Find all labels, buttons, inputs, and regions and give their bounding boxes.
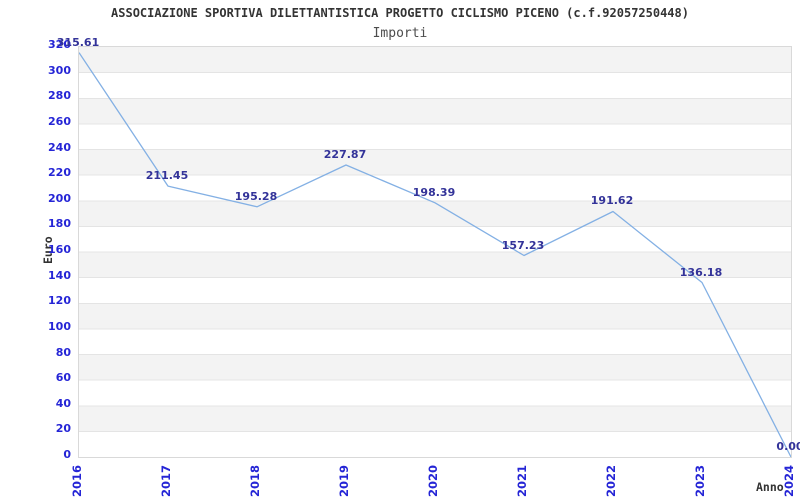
plot-band	[79, 405, 791, 432]
line-series	[79, 52, 791, 457]
line-chart-canvas	[79, 47, 791, 457]
y-axis-tick-label: 280	[48, 89, 71, 103]
y-axis-tick-label: 200	[48, 191, 71, 205]
chart-title: ASSOCIAZIONE SPORTIVA DILETTANTISTICA PR…	[111, 6, 689, 20]
y-axis-tick-label: 40	[55, 396, 71, 410]
x-axis-title: Anno	[756, 480, 784, 494]
x-axis-tick-label: 2017	[159, 464, 173, 497]
plot-band	[79, 200, 791, 227]
x-axis-tick-label: 2024	[782, 464, 796, 497]
data-point-label: 157.23	[501, 238, 545, 252]
data-point-label: 195.28	[234, 189, 278, 203]
data-point-label: 211.45	[145, 169, 189, 183]
y-axis-tick-label: 160	[48, 243, 71, 256]
data-point-label: 198.39	[412, 185, 456, 199]
x-axis-tick-label: 2022	[604, 464, 618, 497]
x-axis-tick-label: 2020	[426, 464, 440, 497]
y-axis-tick-label: 0	[63, 448, 71, 461]
plot-band	[79, 303, 791, 329]
data-point-label: 315.61	[56, 35, 100, 49]
data-point-label: 0.00	[776, 440, 800, 453]
y-axis-tick-label: 100	[48, 319, 71, 333]
y-axis-tick-label: 300	[48, 63, 71, 77]
plot-band	[79, 431, 791, 457]
plot-band	[79, 380, 791, 406]
plot-band	[79, 98, 791, 124]
y-axis-tick-label: 180	[48, 217, 71, 231]
y-axis-tick-label: 260	[48, 114, 71, 128]
data-point-label: 191.62	[590, 194, 634, 208]
plot-band	[79, 123, 791, 150]
plot-band	[79, 226, 791, 252]
data-point-label: 136.18	[679, 265, 723, 279]
y-axis-tick-label: 20	[55, 422, 71, 436]
plot-band	[79, 72, 791, 99]
y-axis-tick-label: 320	[48, 38, 71, 51]
x-axis-tick-label: 2016	[70, 464, 84, 497]
plot-band	[79, 277, 791, 304]
plot-band	[79, 252, 791, 278]
chart-subtitle: Importi	[372, 26, 428, 41]
plot-band	[79, 175, 791, 201]
x-axis-tick-label: 2018	[248, 464, 262, 497]
x-axis-tick-label: 2023	[693, 464, 707, 497]
y-axis-tick-label: 120	[48, 294, 71, 308]
y-axis-tick-label: 60	[55, 371, 71, 385]
plot-band	[79, 47, 791, 73]
plot-band	[79, 354, 791, 381]
y-axis-tick-label: 220	[48, 166, 71, 180]
x-axis-tick-label: 2019	[337, 464, 351, 497]
data-point-label: 227.87	[323, 148, 367, 162]
plot-area	[78, 46, 792, 458]
plot-band	[79, 149, 791, 176]
y-axis-tick-label: 140	[48, 268, 71, 282]
y-axis-tick-label: 80	[55, 345, 71, 359]
y-axis-tick-label: 240	[48, 140, 71, 154]
x-axis-tick-label: 2021	[515, 464, 529, 497]
plot-band	[79, 328, 791, 355]
